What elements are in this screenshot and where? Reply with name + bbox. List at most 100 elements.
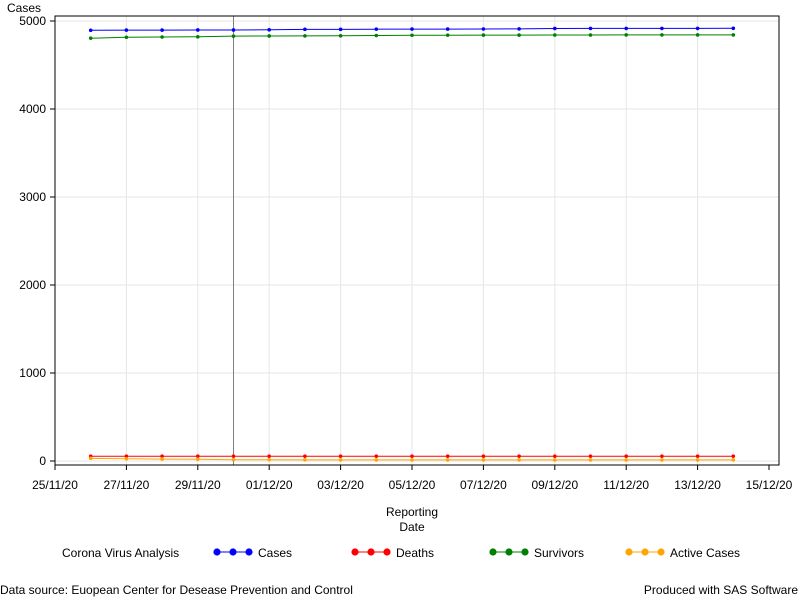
- legend: Cases Deaths Survivors Active Cases: [213, 546, 740, 560]
- data-point-survivors: [410, 33, 414, 38]
- data-point-deaths: [695, 454, 700, 458]
- plot-area-frame: [54, 15, 780, 466]
- x-tick-label: 25/11/20: [32, 478, 78, 492]
- data-point-cases: [588, 26, 593, 31]
- data-point-active-cases: [695, 458, 700, 462]
- x-tick-label: 11/12/20: [603, 478, 649, 492]
- data-point-cases: [231, 28, 236, 32]
- data-point-survivors: [445, 33, 450, 37]
- data-point-survivors: [124, 35, 129, 40]
- data-point-cases: [553, 26, 557, 31]
- data-point-active-cases: [445, 458, 450, 462]
- y-axis-label: Cases: [7, 1, 41, 15]
- legend-marker-survivors: [521, 548, 529, 556]
- data-source-note: Data source: Euopean Center for Desease …: [0, 583, 353, 597]
- data-point-active-cases: [731, 458, 736, 462]
- x-axis-label-line2: Date: [399, 520, 425, 534]
- data-point-deaths: [660, 454, 664, 458]
- legend-marker-active-cases: [657, 548, 665, 556]
- legend-marker-active-cases: [625, 548, 633, 556]
- data-point-deaths: [338, 454, 343, 458]
- data-point-active-cases: [124, 457, 129, 461]
- legend-marker-cases: [245, 548, 253, 556]
- data-point-active-cases: [88, 456, 93, 461]
- data-point-cases: [410, 27, 414, 31]
- data-point-deaths: [410, 454, 414, 458]
- data-point-survivors: [160, 35, 164, 39]
- y-tick-label: 0: [39, 454, 46, 468]
- data-point-cases: [481, 27, 486, 31]
- data-point-deaths: [588, 454, 593, 458]
- x-tick-label: 01/12/20: [246, 478, 293, 492]
- x-axis: 25/11/20 27/11/20 29/11/20 01/12/20 03/12/20…: [32, 465, 793, 492]
- data-point-active-cases: [267, 457, 272, 462]
- data-point-survivors: [374, 33, 379, 38]
- data-point-deaths: [553, 454, 557, 458]
- data-point-cases: [160, 28, 164, 32]
- legend-label-deaths: Deaths: [396, 546, 434, 560]
- data-point-deaths: [231, 454, 236, 458]
- x-tick-label: 05/12/20: [389, 478, 436, 492]
- y-tick-label: 5000: [19, 14, 46, 28]
- data-point-survivors: [731, 33, 736, 37]
- legend-marker-survivors: [489, 548, 497, 556]
- data-point-cases: [660, 26, 664, 31]
- data-point-active-cases: [231, 457, 236, 462]
- legend-marker-deaths: [367, 548, 375, 556]
- data-point-active-cases: [481, 458, 486, 462]
- legend-marker-deaths: [351, 548, 359, 556]
- data-point-active-cases: [588, 458, 593, 462]
- data-point-deaths: [374, 454, 379, 458]
- x-tick-label: 13/12/20: [674, 478, 721, 492]
- y-axis: 0 1000 2000 3000 4000 5000: [19, 14, 55, 468]
- x-tick-label: 29/11/20: [175, 478, 221, 492]
- data-point-survivors: [88, 36, 93, 40]
- plot-area-background: [55, 16, 779, 465]
- data-point-cases: [695, 26, 700, 31]
- data-point-survivors: [553, 33, 557, 37]
- produced-with-note: Produced with SAS Software: [643, 583, 798, 597]
- data-point-deaths: [160, 454, 164, 458]
- data-point-cases: [374, 27, 379, 31]
- data-point-survivors: [660, 33, 664, 37]
- legend-title: Corona Virus Analysis: [62, 546, 179, 560]
- data-point-survivors: [338, 33, 343, 38]
- data-point-deaths: [624, 454, 628, 458]
- data-point-active-cases: [160, 457, 164, 461]
- data-point-cases: [731, 26, 736, 31]
- grid-lines: [55, 16, 779, 465]
- data-point-cases: [124, 28, 129, 32]
- data-point-cases: [338, 27, 343, 32]
- legend-label-survivors: Survivors: [534, 546, 584, 560]
- data-point-active-cases: [660, 458, 664, 462]
- data-point-cases: [88, 28, 93, 33]
- data-point-cases: [303, 27, 307, 32]
- data-point-survivors: [517, 33, 521, 37]
- series-lines: [88, 26, 736, 462]
- data-point-survivors: [588, 33, 593, 37]
- data-point-deaths: [481, 454, 486, 458]
- y-tick-label: 3000: [19, 190, 46, 204]
- legend-marker-deaths: [383, 548, 391, 556]
- x-tick-label: 03/12/20: [317, 478, 364, 492]
- data-point-deaths: [267, 454, 272, 458]
- data-point-survivors: [481, 33, 486, 37]
- data-point-deaths: [731, 454, 736, 458]
- x-tick-label: 15/12/20: [746, 478, 793, 492]
- data-point-active-cases: [517, 458, 521, 462]
- data-point-active-cases: [196, 457, 200, 462]
- data-point-active-cases: [374, 458, 379, 462]
- data-point-cases: [196, 28, 200, 32]
- data-point-cases: [267, 28, 272, 32]
- data-point-active-cases: [303, 458, 307, 462]
- data-point-deaths: [303, 454, 307, 458]
- x-tick-label: 09/12/20: [531, 478, 578, 492]
- x-axis-label-line1: Reporting: [386, 505, 438, 519]
- y-tick-label: 2000: [19, 278, 46, 292]
- y-tick-label: 1000: [19, 366, 46, 380]
- data-point-deaths: [445, 454, 450, 458]
- data-point-active-cases: [410, 458, 414, 462]
- data-point-survivors: [267, 34, 272, 38]
- data-point-deaths: [196, 454, 200, 458]
